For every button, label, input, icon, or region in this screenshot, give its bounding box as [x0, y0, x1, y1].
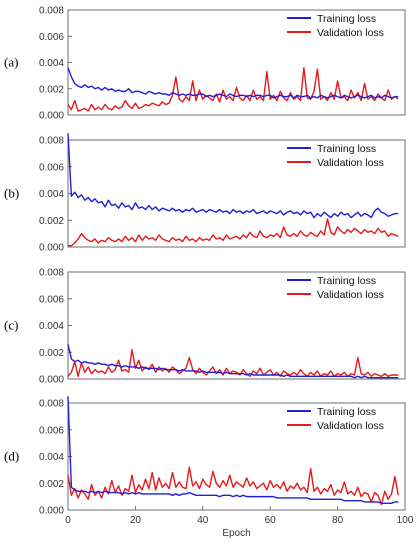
x-axis-label: Epoch [222, 528, 250, 539]
chart-panel-2: 0.000 0.002 0.004 0.006 0.008 (c) Training los… [4, 268, 406, 386]
y-tick-label: 0.004 [39, 321, 64, 332]
y-tick-label: 0.006 [39, 294, 64, 305]
series-line-validation-loss [67, 348, 399, 378]
chart-panel-1: 0.000 0.002 0.004 0.006 0.008 (b) Training los… [4, 133, 406, 254]
y-tick-label: 0.008 [39, 136, 64, 147]
y-tick-label: 0.006 [39, 32, 64, 43]
x-tick-label: 60 [265, 515, 277, 526]
y-tick-label: 0.002 [39, 84, 64, 95]
series-line-training-loss [67, 344, 399, 379]
y-tick-label: 0.008 [39, 6, 64, 17]
y-tick-label: 0.004 [39, 452, 64, 463]
series-line-validation-loss [67, 466, 399, 506]
chart-panel-3: 0.000 0.002 0.004 0.006 0.008 0 20 40 60 80 100 Epo… [4, 396, 414, 539]
y-tick-label: 0.006 [39, 162, 64, 173]
series-line-training-loss [67, 396, 399, 505]
x-tick-label: 0 [65, 515, 71, 526]
x-tick-label: 20 [130, 515, 142, 526]
chart-panel-0: 0.000 0.002 0.004 0.006 0.008 (a) Training los… [4, 6, 406, 122]
y-tick-label: 0.004 [39, 58, 64, 69]
legend-entry: Validation loss [317, 157, 384, 169]
legend-entry: Validation loss [317, 27, 384, 39]
plot-frame [67, 9, 406, 116]
y-tick-label: 0.008 [39, 399, 64, 410]
y-tick-label: 0.008 [39, 268, 64, 279]
y-tick-label: 0.002 [39, 216, 64, 227]
legend-entry: Validation loss [317, 420, 384, 432]
legend-entry: Training loss [317, 13, 376, 25]
y-tick-label: 0.006 [39, 425, 64, 436]
y-tick-label: 0.002 [39, 479, 64, 490]
x-tick-label: 100 [397, 515, 414, 526]
y-tick-label: 0.000 [39, 243, 64, 254]
y-tick-label: 0.000 [39, 506, 64, 517]
y-tick-label: 0.000 [39, 111, 64, 122]
panel-label: (d) [4, 449, 19, 464]
series-line-validation-loss [68, 218, 399, 247]
series-line-training-loss [67, 133, 399, 219]
y-tick-label: 0.000 [39, 375, 64, 386]
legend-entry: Training loss [317, 406, 376, 418]
series-line-training-loss [67, 67, 399, 99]
y-tick-label: 0.004 [39, 189, 64, 200]
panel-label: (b) [4, 186, 19, 201]
legend-entry: Validation loss [317, 289, 384, 301]
panel-label: (a) [4, 55, 18, 70]
series-line-validation-loss [67, 67, 399, 112]
y-tick-label: 0.002 [39, 348, 64, 359]
legend-entry: Training loss [317, 143, 376, 155]
legend-entry: Training loss [317, 275, 376, 287]
x-tick-label: 40 [197, 515, 209, 526]
panel-label: (c) [4, 318, 18, 333]
x-tick-label: 80 [332, 515, 344, 526]
